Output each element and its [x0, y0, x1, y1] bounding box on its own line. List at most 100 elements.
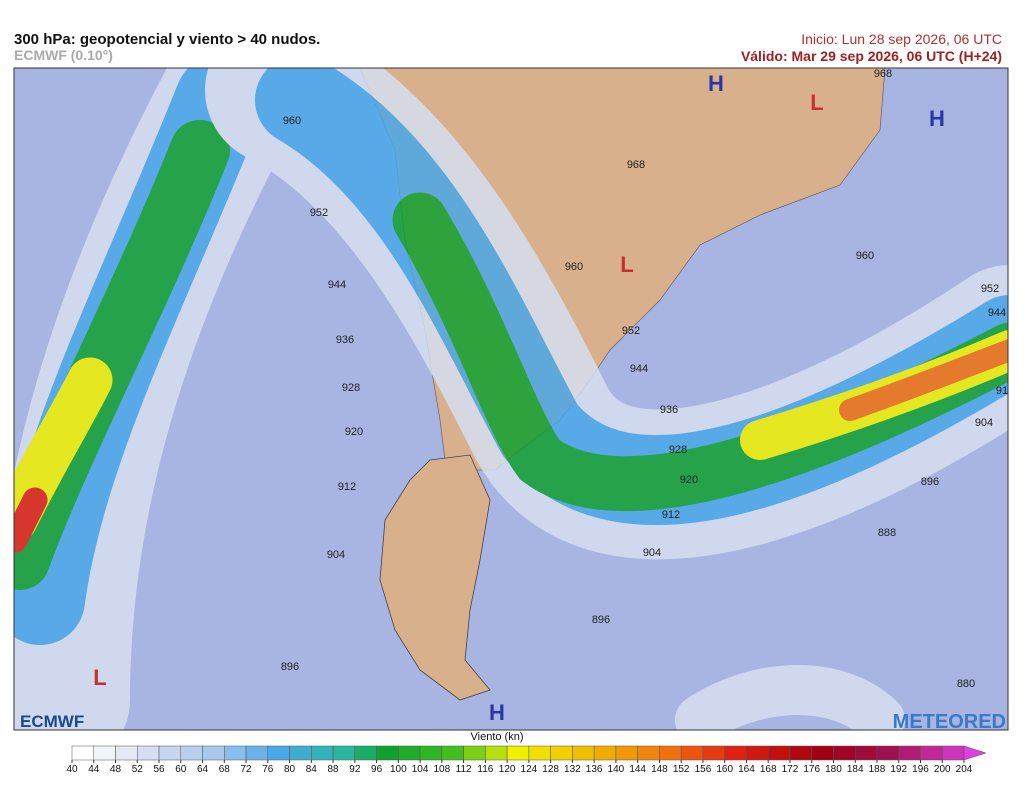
colorbar-tick-label: 192	[890, 764, 907, 775]
colorbar-tick-label: 40	[66, 764, 78, 775]
contour-label: 936	[660, 404, 678, 416]
colorbar-segment	[572, 745, 595, 761]
colorbar-segment	[811, 745, 834, 761]
colorbar-tick-label: 48	[110, 764, 122, 775]
low-center: L	[93, 665, 106, 690]
colorbar-tick-label: 44	[88, 764, 100, 775]
colorbar-segment	[789, 745, 812, 761]
colorbar-tick-label: 144	[629, 764, 646, 775]
contour-label: 920	[680, 474, 698, 486]
colorbar-segment	[137, 745, 160, 761]
colorbar-segment	[419, 745, 443, 761]
contour-label: 904	[327, 549, 345, 561]
contour-label: 896	[921, 476, 939, 488]
colorbar-tick-label: 160	[716, 764, 733, 775]
colorbar-tick-label: 120	[499, 764, 516, 775]
colorbar-segment	[615, 745, 638, 761]
colorbar-segment	[463, 745, 486, 761]
colorbar-tick-label: 60	[175, 764, 187, 775]
colorbar-tick-label: 68	[219, 764, 231, 775]
colorbar: 40 44 48 52 56 60 64 68 72 76 80 84 88 92 96 100 104 108 1…	[66, 745, 987, 775]
contour-label: 944	[988, 307, 1006, 319]
colorbar-tick-label: 124	[521, 764, 538, 775]
contour-label: 968	[627, 159, 645, 171]
colorbar-tick-label: 128	[542, 764, 559, 775]
colorbar-tick-label: 176	[803, 764, 820, 775]
low-center: L	[810, 90, 823, 115]
colorbar-tick-label: 188	[869, 764, 886, 775]
colorbar-segment	[659, 745, 682, 761]
colorbar-tick-label: 168	[760, 764, 777, 775]
colorbar-tick-label: 204	[956, 764, 973, 775]
colorbar-segment	[724, 745, 747, 761]
colorbar-segment	[876, 745, 899, 761]
colorbar-tick-label: 92	[349, 764, 361, 775]
colorbar-tick-label: 100	[390, 764, 407, 775]
colorbar-tick-label: 116	[477, 764, 493, 775]
colorbar-tick-label: 80	[284, 764, 296, 775]
colorbar-tick-label: 84	[306, 764, 318, 775]
colorbar-tick-label: 104	[412, 764, 429, 775]
contour-label: 896	[592, 614, 610, 626]
colorbar-segment	[398, 745, 421, 761]
colorbar-arrow	[963, 745, 987, 761]
colorbar-tick-label: 148	[651, 764, 668, 775]
colorbar-tick-label: 64	[197, 764, 209, 775]
contour-label: 928	[669, 444, 687, 456]
colorbar-segment	[376, 745, 399, 761]
colorbar-segment	[550, 745, 573, 761]
colorbar-segment	[267, 745, 290, 761]
colorbar-tick-label: 72	[240, 764, 252, 775]
high-center: H	[929, 106, 945, 131]
model: ECMWF (0.10°)	[14, 47, 113, 63]
colorbar-tick-label: 56	[153, 764, 165, 775]
contour-label: 888	[878, 527, 896, 539]
contour-label: 880	[957, 678, 975, 690]
colorbar-segment	[920, 745, 943, 761]
colorbar-tick-label: 156	[695, 764, 712, 775]
colorbar-segment	[746, 745, 769, 761]
init-time: Inicio: Lun 28 sep 2026, 06 UTC	[801, 31, 1002, 47]
colorbar-segment	[354, 745, 377, 761]
contour-label: 960	[856, 250, 874, 262]
colorbar-tick-label: 152	[673, 764, 690, 775]
contour-label: 904	[643, 547, 661, 559]
colorbar-segment	[180, 745, 203, 761]
colorbar-tick-label: 140	[608, 764, 625, 775]
colorbar-tick-label: 184	[847, 764, 864, 775]
colorbar-tick-label: 196	[912, 764, 929, 775]
colorbar-segment	[898, 745, 921, 761]
contour-label: 896	[281, 661, 299, 673]
colorbar-tick-label: 132	[564, 764, 581, 775]
colorbar-segment	[245, 745, 269, 761]
contour-label: 904	[975, 417, 993, 429]
colorbar-segment	[680, 745, 704, 761]
colorbar-tick-label: 112	[456, 764, 472, 775]
contour-label: 944	[328, 279, 346, 291]
contour-label: 960	[283, 115, 301, 127]
contour-label: 944	[630, 363, 648, 375]
colorbar-segment	[93, 745, 116, 761]
high-center: H	[489, 700, 505, 725]
colorbar-segment	[702, 745, 725, 761]
meteored-logo: METEORED	[893, 711, 1006, 733]
contour-label: 912	[662, 509, 680, 521]
colorbar-tick-label: 96	[371, 764, 383, 775]
low-center: L	[620, 252, 633, 277]
colorbar-tick-label: 108	[434, 764, 451, 775]
colorbar-tick-label: 52	[132, 764, 144, 775]
colorbar-tick-label: 136	[586, 764, 603, 775]
colorbar-segment	[854, 745, 878, 761]
colorbar-tick-label: 180	[825, 764, 842, 775]
high-center: H	[708, 71, 724, 96]
colorbar-segment	[441, 745, 464, 761]
contour-label: 952	[622, 325, 640, 337]
contour-label: 952	[981, 283, 999, 295]
colorbar-segment	[485, 745, 508, 761]
colorbar-segment	[593, 745, 617, 761]
colorbar-segment	[224, 745, 247, 761]
contour-label: 960	[565, 261, 583, 273]
colorbar-tick-label: 88	[328, 764, 340, 775]
colorbar-tick-label: 200	[934, 764, 951, 775]
